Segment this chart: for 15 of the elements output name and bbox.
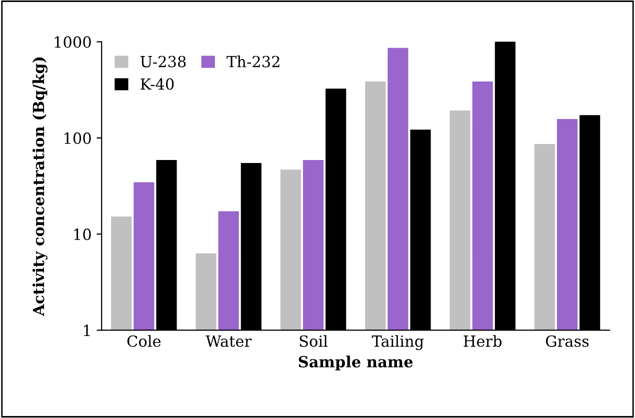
x-axis-title: Sample name xyxy=(298,356,413,370)
y-axis-title: Activity concentration (Bq/kg) xyxy=(32,57,48,316)
x-tick-label: Herb xyxy=(464,335,502,347)
y-tick-label: 1 xyxy=(84,324,90,336)
x-tick-label: Cole xyxy=(127,335,161,347)
y-tick-label: 1000 xyxy=(54,36,91,48)
x-tick-label: Soil xyxy=(300,335,328,347)
legend-label: K-40 xyxy=(140,78,174,90)
x-tick-label: Grass xyxy=(546,335,589,347)
x-tick-label: Water xyxy=(206,336,252,347)
x-tick-label: Tailing xyxy=(372,335,424,350)
legend-label: U-238 xyxy=(140,56,186,68)
legend-label: Th-232 xyxy=(226,56,280,68)
y-tick-label: 10 xyxy=(74,228,91,240)
y-tick-label: 100 xyxy=(64,132,91,144)
